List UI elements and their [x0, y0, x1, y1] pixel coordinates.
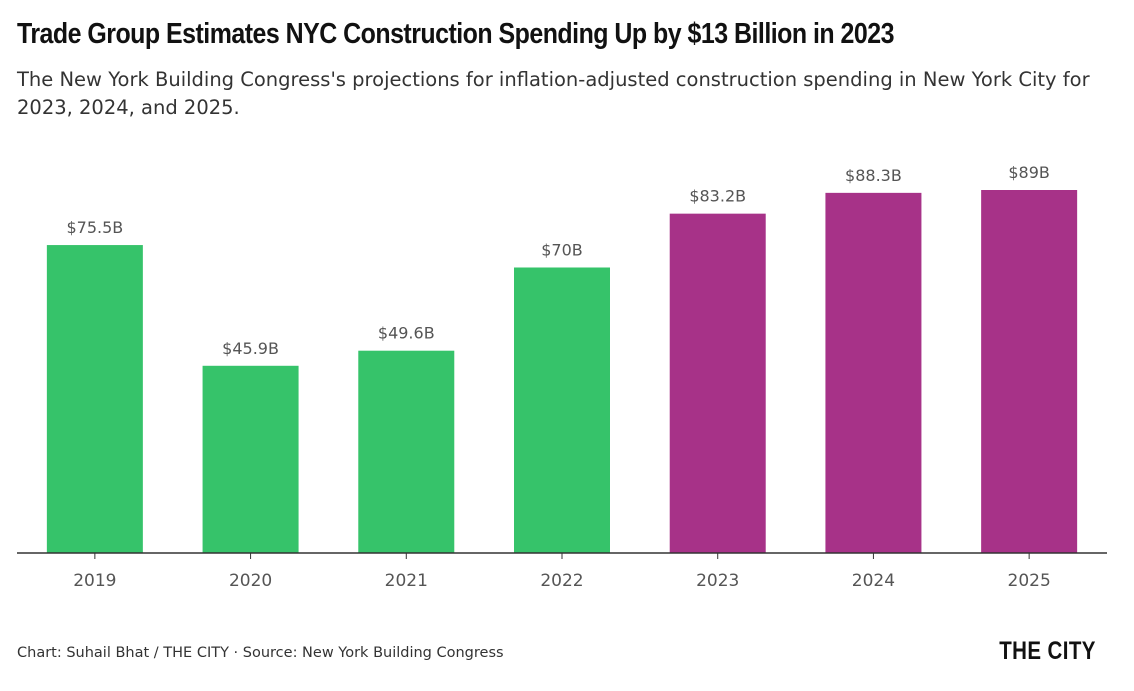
bar-2020 — [202, 365, 299, 553]
data-label-2021: $49.6B — [378, 324, 435, 343]
x-tick-label-2023: 2023 — [696, 571, 739, 591]
x-tick-label-2021: 2021 — [385, 571, 428, 591]
bar-2019 — [46, 245, 143, 553]
data-label-2025: $89B — [1008, 163, 1050, 182]
data-label-2022: $70B — [541, 240, 583, 259]
chart-title: Trade Group Estimates NYC Construction S… — [17, 18, 894, 50]
x-tick-label-2020: 2020 — [229, 571, 272, 591]
x-tick-label-2022: 2022 — [540, 571, 583, 591]
x-tick-label-2019: 2019 — [73, 571, 116, 591]
bar-2023 — [669, 213, 766, 553]
data-label-2024: $88.3B — [845, 166, 902, 185]
bar-2021 — [358, 350, 455, 553]
data-label-2020: $45.9B — [222, 339, 279, 358]
bar-2022 — [514, 267, 610, 553]
chart-subtitle: The New York Building Congress's project… — [17, 68, 1090, 119]
x-tick-label-2024: 2024 — [852, 571, 895, 591]
data-label-2019: $75.5B — [66, 218, 123, 237]
x-tick-label-2025: 2025 — [1008, 571, 1051, 591]
chart-credit: Chart: Suhail Bhat / THE CITY · Source: … — [17, 645, 504, 661]
bar-2025 — [981, 190, 1078, 553]
data-label-2023: $83.2B — [689, 187, 746, 206]
the-city-logo: THE CITY — [999, 637, 1096, 665]
bar-2024 — [825, 192, 922, 554]
bar-chart: $75.5B 2019 $45.9B 2020 $49.6B 2021 $70B 2022 $8… — [17, 163, 1107, 591]
